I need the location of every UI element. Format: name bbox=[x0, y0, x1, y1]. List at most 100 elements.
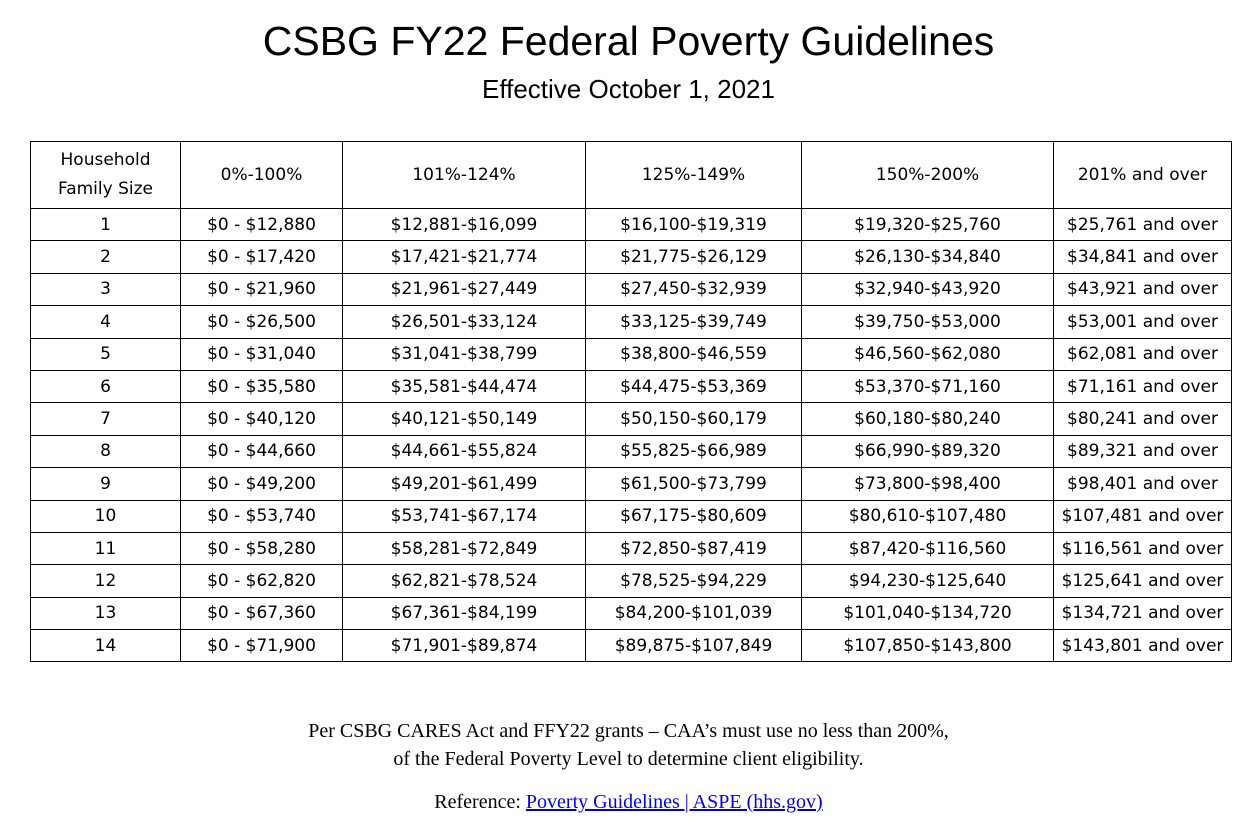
table-row: 12 $0 - $62,820 $62,821-$78,524 $78,525-$94… bbox=[30, 564, 1232, 598]
table-cell: 13 bbox=[30, 596, 181, 631]
table-row: 2 $0 - $17,420 $17,421-$21,774 $21,775-$26,… bbox=[30, 240, 1232, 274]
table-cell: $27,450-$32,939 bbox=[585, 272, 802, 307]
note-line: of the Federal Poverty Level to determin… bbox=[393, 748, 864, 770]
table-cell: $53,741-$67,174 bbox=[342, 499, 586, 533]
table-cell: $67,175-$80,609 bbox=[585, 499, 802, 533]
table-cell: 9 bbox=[30, 467, 181, 501]
table-cell: $61,500-$73,799 bbox=[585, 467, 802, 501]
table-cell: 11 bbox=[30, 531, 181, 566]
reference-link[interactable]: Poverty Guidelines | ASPE (hhs.gov) bbox=[525, 791, 823, 813]
table-cell: $143,801 and over bbox=[1053, 629, 1232, 663]
table-cell: $125,641 and over bbox=[1053, 564, 1232, 598]
table-cell: $0 - $35,580 bbox=[180, 369, 343, 404]
table-row: 14 $0 - $71,900 $71,901-$89,874 $89,875-$10… bbox=[30, 629, 1232, 663]
table-row: 4 $0 - $26,500 $26,501-$33,124 $33,125-$39,… bbox=[30, 305, 1232, 339]
table-cell: $71,901-$89,874 bbox=[342, 629, 586, 663]
subtitle: Effective October 1, 2021 bbox=[482, 74, 775, 104]
table-cell: $101,040-$134,720 bbox=[801, 596, 1054, 631]
table-cell: $43,921 and over bbox=[1053, 272, 1232, 307]
table-cell: $87,420-$116,560 bbox=[801, 531, 1054, 566]
table-cell: $89,321 and over bbox=[1053, 434, 1232, 469]
table-cell: 10 bbox=[30, 499, 181, 533]
table-cell: $116,561 and over bbox=[1053, 531, 1232, 566]
table-cell: $26,130-$34,840 bbox=[801, 240, 1054, 274]
table-cell: 12 bbox=[30, 564, 181, 598]
column-header: 150%-200% bbox=[801, 141, 1054, 209]
table-cell: $80,610-$107,480 bbox=[801, 499, 1054, 533]
table-cell: $0 - $31,040 bbox=[180, 337, 343, 371]
table-cell: $39,750-$53,000 bbox=[801, 305, 1054, 339]
table-cell: $0 - $71,900 bbox=[180, 629, 343, 663]
table-cell: $55,825-$66,989 bbox=[585, 434, 802, 469]
table-row: 3 $0 - $21,960 $21,961-$27,449 $27,450-$32,… bbox=[30, 272, 1232, 307]
table-body: 1 $0 - $12,880 $12,881-$16,099 $16,100-$19,… bbox=[30, 207, 1232, 663]
table-cell: $98,401 and over bbox=[1053, 467, 1232, 501]
note-line: Per CSBG CARES Act and FFY22 grants – CA… bbox=[308, 720, 949, 742]
table-cell: $0 - $40,120 bbox=[180, 402, 343, 436]
table-row: 6 $0 - $35,580 $35,581-$44,474 $44,475-$53,… bbox=[30, 369, 1232, 404]
table-row: 9 $0 - $49,200 $49,201-$61,499 $61,500-$73,… bbox=[30, 467, 1232, 501]
table-cell: $0 - $17,420 bbox=[180, 240, 343, 274]
title: CSBG FY22 Federal Poverty Guidelines bbox=[262, 18, 995, 64]
table-row: 5 $0 - $31,040 $31,041-$38,799 $38,800-$46,… bbox=[30, 337, 1232, 371]
table-cell: $66,990-$89,320 bbox=[801, 434, 1054, 469]
table-cell: $89,875-$107,849 bbox=[585, 629, 802, 663]
table-cell: $80,241 and over bbox=[1053, 402, 1232, 436]
table-cell: $44,475-$53,369 bbox=[585, 369, 802, 404]
table-cell: $62,821-$78,524 bbox=[342, 564, 586, 598]
table-cell: $33,125-$39,749 bbox=[585, 305, 802, 339]
table-cell: $84,200-$101,039 bbox=[585, 596, 802, 631]
table-cell: $44,661-$55,824 bbox=[342, 434, 586, 469]
table-cell: $0 - $44,660 bbox=[180, 434, 343, 469]
table-cell: $26,501-$33,124 bbox=[342, 305, 586, 339]
table-cell: $94,230-$125,640 bbox=[801, 564, 1054, 598]
table-cell: $50,150-$60,179 bbox=[585, 402, 802, 436]
table-cell: $25,761 and over bbox=[1053, 207, 1232, 242]
table-cell: $67,361-$84,199 bbox=[342, 596, 586, 631]
table-row: 13 $0 - $67,360 $67,361-$84,199 $84,200-$10… bbox=[30, 596, 1232, 631]
table-cell: $134,721 and over bbox=[1053, 596, 1232, 631]
column-header: Household Family Size bbox=[30, 141, 181, 209]
table-cell: $31,041-$38,799 bbox=[342, 337, 586, 371]
header-row: Household Family Size 0%-100% 101%-124% 125… bbox=[30, 141, 1232, 209]
column-header: 201% and over bbox=[1053, 141, 1232, 209]
table-row: 8 $0 - $44,660 $44,661-$55,824 $55,825-$66,… bbox=[30, 434, 1232, 469]
column-header: 0%-100% bbox=[180, 141, 343, 209]
table-cell: 4 bbox=[30, 305, 181, 339]
column-header: 101%-124% bbox=[342, 141, 586, 209]
table-row: 11 $0 - $58,280 $58,281-$72,849 $72,850-$87… bbox=[30, 531, 1232, 566]
table-cell: $35,581-$44,474 bbox=[342, 369, 586, 404]
table-cell: $78,525-$94,229 bbox=[585, 564, 802, 598]
reference: Reference: Poverty Guidelines | ASPE (hh… bbox=[0, 791, 1257, 814]
table-cell: $21,775-$26,129 bbox=[585, 240, 802, 274]
table-cell: $58,281-$72,849 bbox=[342, 531, 586, 566]
table-cell: $32,940-$43,920 bbox=[801, 272, 1054, 307]
table-cell: 7 bbox=[30, 402, 181, 436]
table-cell: $46,560-$62,080 bbox=[801, 337, 1054, 371]
table-cell: $34,841 and over bbox=[1053, 240, 1232, 274]
table-cell: $53,001 and over bbox=[1053, 305, 1232, 339]
table-cell: $49,201-$61,499 bbox=[342, 467, 586, 501]
table-cell: 2 bbox=[30, 240, 181, 274]
table-cell: $17,421-$21,774 bbox=[342, 240, 586, 274]
table-cell: $21,961-$27,449 bbox=[342, 272, 586, 307]
table-cell: $19,320-$25,760 bbox=[801, 207, 1054, 242]
table-cell: $53,370-$71,160 bbox=[801, 369, 1054, 404]
table-cell: $107,850-$143,800 bbox=[801, 629, 1054, 663]
table-cell: $107,481 and over bbox=[1053, 499, 1232, 533]
table-cell: 5 bbox=[30, 337, 181, 371]
poverty-table: Household Family Size 0%-100% 101%-124% 125… bbox=[30, 141, 1232, 663]
table-cell: $62,081 and over bbox=[1053, 337, 1232, 371]
table-cell: $0 - $49,200 bbox=[180, 467, 343, 501]
table-cell: 14 bbox=[30, 629, 181, 663]
table-row: 7 $0 - $40,120 $40,121-$50,149 $50,150-$60,… bbox=[30, 402, 1232, 436]
table-cell: $40,121-$50,149 bbox=[342, 402, 586, 436]
table-cell: $73,800-$98,400 bbox=[801, 467, 1054, 501]
table-row: 10 $0 - $53,740 $53,741-$67,174 $67,175-$80… bbox=[30, 499, 1232, 533]
table-cell: $0 - $58,280 bbox=[180, 531, 343, 566]
column-header: 125%-149% bbox=[585, 141, 802, 209]
table-cell: $0 - $67,360 bbox=[180, 596, 343, 631]
table-cell: $71,161 and over bbox=[1053, 369, 1232, 404]
table-cell: $0 - $12,880 bbox=[180, 207, 343, 242]
